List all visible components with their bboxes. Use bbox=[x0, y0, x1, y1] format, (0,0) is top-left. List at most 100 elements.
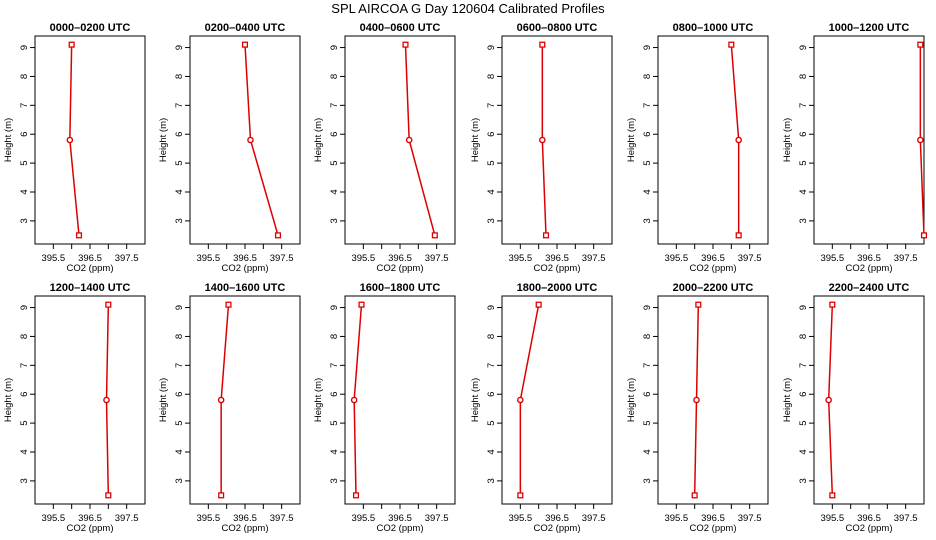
y-tick-label: 7 bbox=[19, 363, 30, 368]
y-axis-label: Height (m) bbox=[782, 118, 793, 162]
x-axis-label: CO2 (ppm) bbox=[534, 263, 581, 274]
y-tick-label: 4 bbox=[798, 449, 809, 454]
data-point bbox=[68, 41, 75, 48]
y-tick-label: 9 bbox=[174, 45, 185, 50]
data-point bbox=[105, 301, 112, 308]
x-tick-label: 396.5 bbox=[701, 513, 725, 524]
y-tick-label: 4 bbox=[486, 449, 497, 454]
y-tick-label: 7 bbox=[486, 363, 497, 368]
y-tick-label: 8 bbox=[642, 74, 653, 79]
y-tick-label: 9 bbox=[486, 45, 497, 50]
data-point bbox=[402, 41, 409, 48]
y-tick-label: 9 bbox=[329, 45, 340, 50]
panel-title: 0800–1000 UTC bbox=[673, 22, 754, 34]
x-tick-label: 397.5 bbox=[425, 513, 449, 524]
series-group bbox=[217, 301, 232, 499]
plot-frame bbox=[657, 295, 769, 505]
series-group bbox=[402, 41, 438, 239]
data-point bbox=[920, 232, 928, 239]
y-tick-label: 6 bbox=[642, 132, 653, 137]
y-axis-label: Height (m) bbox=[470, 118, 481, 162]
x-tick-label: 395.5 bbox=[820, 253, 844, 264]
y-tick-label: 7 bbox=[19, 103, 30, 108]
y-tick-label: 6 bbox=[486, 132, 497, 137]
x-tick-label: 396.5 bbox=[388, 253, 412, 264]
y-tick-label: 5 bbox=[798, 160, 809, 165]
x-tick-label: 395.5 bbox=[820, 513, 844, 524]
data-point bbox=[728, 41, 735, 48]
y-tick-label: 8 bbox=[486, 74, 497, 79]
y-tick-label: 9 bbox=[642, 45, 653, 50]
y-tick-label: 9 bbox=[798, 305, 809, 310]
x-axis-label: CO2 (ppm) bbox=[377, 523, 424, 534]
panel-title: 0600–0800 UTC bbox=[517, 22, 598, 34]
data-point bbox=[358, 301, 365, 308]
y-tick-label: 5 bbox=[486, 420, 497, 425]
series-group bbox=[517, 301, 542, 499]
data-point bbox=[917, 136, 924, 144]
data-point bbox=[75, 232, 83, 239]
x-axis-label: CO2 (ppm) bbox=[846, 263, 893, 274]
y-tick-label: 3 bbox=[642, 218, 653, 223]
x-tick-label: 396.5 bbox=[233, 253, 257, 264]
x-axis-label: CO2 (ppm) bbox=[222, 263, 269, 274]
y-tick-label: 8 bbox=[19, 334, 30, 339]
data-point bbox=[693, 396, 700, 404]
y-tick-label: 6 bbox=[174, 132, 185, 137]
x-tick-label: 397.5 bbox=[894, 253, 918, 264]
series-group bbox=[241, 41, 282, 239]
y-tick-label: 8 bbox=[642, 334, 653, 339]
series-group bbox=[103, 301, 112, 499]
y-tick-label: 5 bbox=[642, 420, 653, 425]
data-point bbox=[66, 136, 74, 144]
data-point bbox=[691, 492, 698, 499]
data-point bbox=[225, 301, 232, 308]
y-tick-label: 3 bbox=[329, 218, 340, 223]
y-tick-label: 5 bbox=[329, 420, 340, 425]
x-tick-label: 396.5 bbox=[233, 513, 257, 524]
y-axis-label: Height (m) bbox=[313, 378, 324, 422]
x-axis-label: CO2 (ppm) bbox=[846, 523, 893, 534]
y-tick-label: 5 bbox=[174, 160, 185, 165]
series-group bbox=[728, 41, 742, 239]
plot-frame bbox=[34, 35, 146, 245]
panel-title: 1200–1400 UTC bbox=[50, 282, 131, 294]
y-tick-label: 4 bbox=[486, 189, 497, 194]
y-tick-label: 5 bbox=[19, 160, 30, 165]
x-tick-label: 395.5 bbox=[664, 253, 688, 264]
y-tick-label: 6 bbox=[174, 392, 185, 397]
x-tick-label: 396.5 bbox=[701, 253, 725, 264]
y-tick-label: 6 bbox=[798, 132, 809, 137]
y-tick-label: 4 bbox=[642, 449, 653, 454]
x-tick-label: 396.5 bbox=[857, 513, 881, 524]
x-tick-label: 397.5 bbox=[115, 253, 139, 264]
x-axis-label: CO2 (ppm) bbox=[67, 263, 114, 274]
y-axis-label: Height (m) bbox=[470, 378, 481, 422]
series-group bbox=[350, 301, 365, 499]
y-tick-label: 9 bbox=[174, 305, 185, 310]
x-tick-label: 397.5 bbox=[270, 513, 294, 524]
y-tick-label: 3 bbox=[486, 478, 497, 483]
data-point bbox=[517, 396, 524, 404]
panel-title: 0400–0600 UTC bbox=[360, 22, 441, 34]
panel-title: 2200–2400 UTC bbox=[829, 282, 910, 294]
data-point bbox=[103, 396, 110, 404]
panel-title: 0200–0400 UTC bbox=[205, 22, 286, 34]
figure-title: SPL AIRCOA G Day 120604 Calibrated Profi… bbox=[331, 1, 605, 16]
y-tick-label: 8 bbox=[174, 334, 185, 339]
x-tick-label: 396.5 bbox=[388, 513, 412, 524]
y-tick-label: 6 bbox=[798, 392, 809, 397]
x-tick-label: 395.5 bbox=[41, 253, 65, 264]
y-tick-label: 3 bbox=[329, 478, 340, 483]
x-axis-label: CO2 (ppm) bbox=[67, 523, 114, 534]
data-point bbox=[695, 301, 702, 308]
y-tick-label: 3 bbox=[798, 218, 809, 223]
y-tick-label: 9 bbox=[19, 45, 30, 50]
y-axis-label: Height (m) bbox=[3, 118, 14, 162]
